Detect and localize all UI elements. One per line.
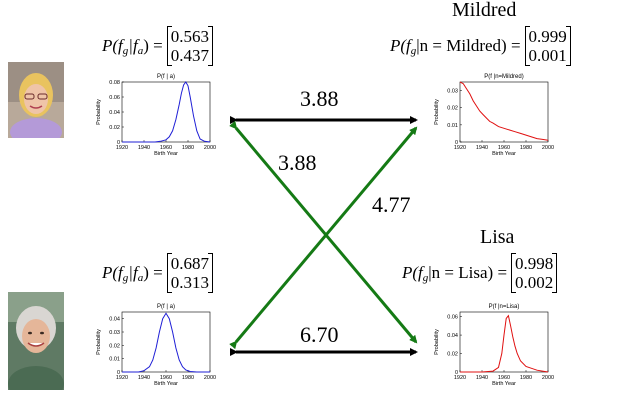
y-tick-label: 0: [455, 140, 458, 146]
y-tick-label: 0.01: [447, 123, 458, 129]
name-mildred: Mildred: [452, 0, 517, 21]
y-axis-label: Probability: [434, 99, 440, 125]
series-line: [460, 314, 549, 373]
y-tick-label: 0.02: [109, 343, 120, 349]
y-tick-label: 0.02: [447, 352, 458, 358]
x-tick-label: 1940: [138, 145, 150, 151]
edge-label-bottom: 6.70: [300, 322, 339, 347]
x-tick-label: 1960: [498, 375, 510, 381]
x-tick-label: 1980: [182, 145, 194, 151]
chart-title: P(f | a): [157, 74, 175, 80]
formula-top-right: P(fg|n = Mildred) = 0.999 0.001: [390, 26, 571, 66]
edge-label-diag-left: 3.88: [278, 150, 317, 175]
x-tick-label: 1920: [116, 375, 128, 381]
x-tick-label: 1920: [454, 145, 466, 151]
x-tick-label: 2000: [204, 145, 216, 151]
x-axis-label: Birth Year: [492, 151, 516, 157]
x-tick-label: 1960: [498, 145, 510, 151]
edge-label-top: 3.88: [300, 86, 339, 111]
chart-title: P(f |n=Lisa): [489, 304, 520, 310]
y-tick-label: 0.06: [447, 315, 458, 321]
x-tick-label: 1960: [160, 375, 172, 381]
photo-older-woman: [8, 292, 64, 390]
arrow-diag-bottom-left-to-top-right: [229, 126, 418, 350]
formula-bottom-right: P(fg|n = Lisa) = 0.998 0.002: [402, 253, 558, 293]
x-tick-label: 1920: [116, 145, 128, 151]
chart-top-right: P(f |n=Mildred) 1920 1940 1960 1980 2000 0 0.01…: [434, 74, 554, 157]
x-axis-label: Birth Year: [154, 151, 178, 157]
formula-bottom-left: P(fg|fa) = 0.687 0.313: [102, 253, 213, 293]
series-line: [459, 81, 549, 141]
prob-vector: 0.999 0.001: [524, 26, 571, 66]
chart-bottom-right: P(f |n=Lisa) 1920 1940 1960 1980 2000 0 0.02 0.0…: [434, 304, 554, 387]
y-tick-label: 0.04: [109, 110, 120, 116]
name-lisa: Lisa: [480, 226, 515, 248]
edge-label-diag-right: 4.77: [372, 192, 411, 217]
y-axis-label: Probability: [96, 329, 102, 355]
x-tick-label: 1940: [138, 375, 150, 381]
y-axis-label: Probability: [96, 99, 102, 125]
photo-young-woman: [8, 62, 64, 138]
y-tick-label: 0.03: [109, 330, 120, 336]
chart-title: P(f |n=Mildred): [484, 74, 523, 80]
x-tick-label: 1940: [476, 145, 488, 151]
prob-vector: 0.563 0.437: [166, 26, 213, 66]
y-axis-label: Probability: [434, 329, 440, 355]
y-tick-label: 0.01: [109, 357, 120, 363]
x-tick-label: 1980: [520, 145, 532, 151]
chart-title: P(f | a): [157, 304, 175, 310]
y-tick-label: 0.02: [109, 125, 120, 131]
y-tick-label: 0: [117, 370, 120, 376]
chart-top-left: P(f | a) 1920 1940 1960 1980 2000 0 0.02 0.04 0.0…: [96, 74, 216, 157]
x-tick-label: 1940: [476, 375, 488, 381]
x-tick-label: 1920: [454, 375, 466, 381]
series-line: [122, 81, 211, 143]
x-axis-label: Birth Year: [492, 381, 516, 387]
y-tick-label: 0.08: [109, 80, 120, 86]
x-tick-label: 1960: [160, 145, 172, 151]
x-tick-label: 2000: [204, 375, 216, 381]
chart-bottom-left: P(f | a) 1920 1940 1960 1980 2000 0 0.01 0.02 0.0…: [96, 304, 216, 387]
series-line: [122, 312, 210, 373]
y-tick-label: 0.02: [447, 106, 458, 112]
y-tick-label: 0: [117, 140, 120, 146]
x-tick-label: 1980: [520, 375, 532, 381]
y-tick-label: 0.04: [109, 317, 120, 323]
x-axis-label: Birth Year: [154, 381, 178, 387]
prob-vector: 0.998 0.002: [511, 253, 558, 293]
x-tick-label: 2000: [542, 145, 554, 151]
prob-vector: 0.687 0.313: [166, 253, 213, 293]
y-tick-label: 0: [455, 370, 458, 376]
y-tick-label: 0.06: [109, 95, 120, 101]
formula-top-left: P(fg|fa) = 0.563 0.437: [102, 26, 213, 66]
x-tick-label: 1980: [182, 375, 194, 381]
y-tick-label: 0.03: [447, 89, 458, 95]
x-tick-label: 2000: [542, 375, 554, 381]
y-tick-label: 0.04: [447, 333, 458, 339]
